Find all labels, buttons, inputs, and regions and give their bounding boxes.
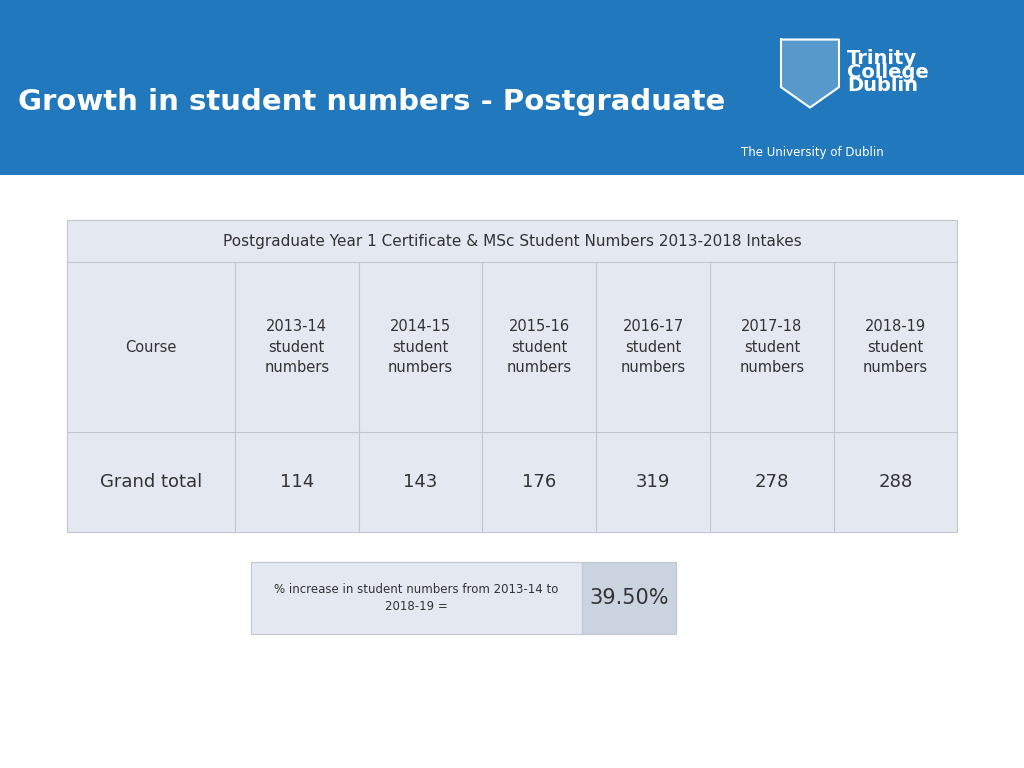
- Text: Dublin: Dublin: [847, 76, 918, 95]
- Text: 2016-17
student
numbers: 2016-17 student numbers: [621, 319, 686, 375]
- Text: 288: 288: [879, 473, 912, 491]
- Text: The Library of Trinity College Dublin,: The Library of Trinity College Dublin,: [30, 733, 402, 751]
- Text: 114: 114: [280, 473, 313, 491]
- Bar: [582, 562, 676, 634]
- Bar: [67, 220, 957, 532]
- Text: Growth in student numbers - Postgraduate: Growth in student numbers - Postgraduate: [18, 88, 725, 115]
- Text: 2018-19
student
numbers: 2018-19 student numbers: [863, 319, 928, 375]
- Text: % increase in student numbers from 2013-14 to
2018-19 =: % increase in student numbers from 2013-…: [274, 583, 558, 613]
- Text: 2014-15
student
numbers: 2014-15 student numbers: [388, 319, 453, 375]
- Text: 2017-18
student
numbers: 2017-18 student numbers: [739, 319, 805, 375]
- Text: Course: Course: [125, 339, 176, 355]
- Bar: [251, 562, 582, 634]
- Text: Postgraduate Year 1 Certificate & MSc Student Numbers 2013-2018 Intakes: Postgraduate Year 1 Certificate & MSc St…: [222, 233, 802, 249]
- Text: The University of Dublin: The University of Dublin: [740, 146, 884, 159]
- Polygon shape: [781, 39, 839, 108]
- Text: 176: 176: [522, 473, 556, 491]
- Text: 319: 319: [636, 473, 671, 491]
- Text: 143: 143: [403, 473, 437, 491]
- Text: 39.50%: 39.50%: [589, 588, 669, 608]
- Text: 2015-16
student
numbers: 2015-16 student numbers: [507, 319, 571, 375]
- Text: 278: 278: [755, 473, 790, 491]
- Text: College: College: [847, 63, 929, 81]
- Text: 2013-14
student
numbers: 2013-14 student numbers: [264, 319, 330, 375]
- Text: Trinity: Trinity: [847, 49, 918, 68]
- Text: The University of Dublin: The University of Dublin: [282, 733, 506, 751]
- Text: Grand total: Grand total: [99, 473, 202, 491]
